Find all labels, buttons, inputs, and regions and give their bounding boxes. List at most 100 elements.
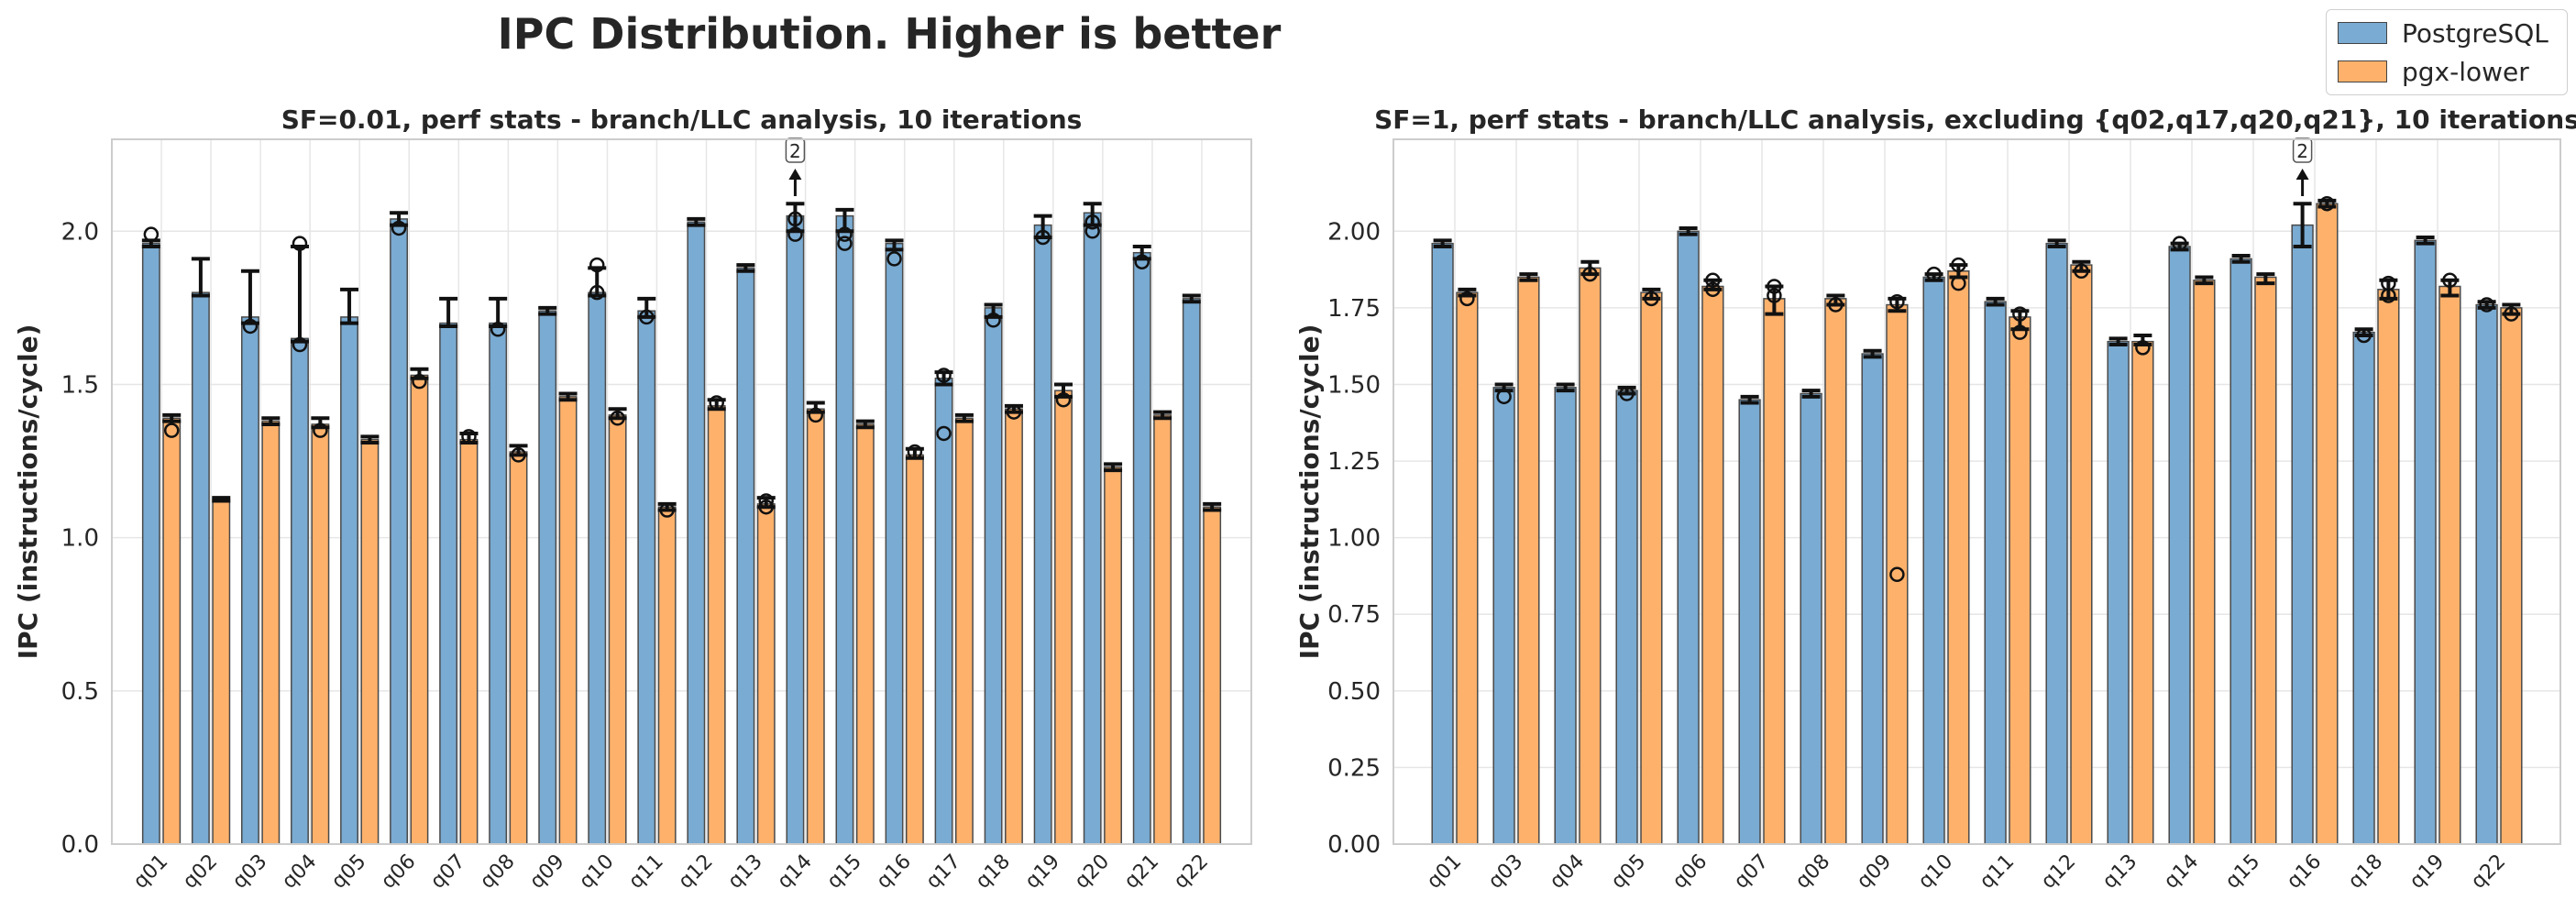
bar-postgresql-q19 <box>2414 239 2437 845</box>
outlier-point <box>163 423 180 438</box>
bar-pgx-lower-q16 <box>2316 203 2339 845</box>
outlier-point <box>589 257 605 273</box>
bar-postgresql-q17 <box>934 378 953 845</box>
bar-pgx-lower-q19 <box>1054 390 1073 845</box>
bar-postgresql-q15 <box>2229 258 2252 845</box>
x-tick-label: q15 <box>823 851 866 894</box>
bar-postgresql-q05 <box>1615 390 1638 845</box>
outlier-point <box>837 236 853 251</box>
bar-pgx-lower-q01 <box>1456 291 1479 845</box>
x-tick-label: q21 <box>1120 851 1163 894</box>
y-tick-label: 2.0 <box>61 218 99 246</box>
bar-postgresql-q09 <box>1861 353 1884 845</box>
outlier-point <box>2442 272 2458 289</box>
bar-pgx-lower-q10 <box>1947 270 1970 845</box>
legend-item-postgresql: PostgreSQL <box>2338 16 2548 50</box>
x-tick-label: q13 <box>2098 851 2141 894</box>
x-tick-label: q14 <box>773 851 816 894</box>
bar-postgresql-q02 <box>191 291 210 845</box>
y-tick-label: 0.25 <box>1327 754 1381 782</box>
outlier-point <box>461 429 477 445</box>
x-tick-label: q06 <box>377 851 420 894</box>
x-tick-label: q10 <box>1914 851 1957 894</box>
outlier-point <box>639 309 655 325</box>
x-tick-label: q09 <box>525 851 568 894</box>
y-tick-label: 1.50 <box>1327 371 1381 399</box>
y-tick-label: 0.75 <box>1327 601 1381 629</box>
y-tick-label: 0.0 <box>61 831 99 859</box>
outlier-point <box>985 313 1001 328</box>
outlier-point <box>886 251 902 267</box>
outlier-point <box>292 236 308 251</box>
bar-postgresql-q12 <box>2045 242 2068 845</box>
chart-sf-0-01: SF=0.01, perf stats - branch/LLC analysi… <box>13 104 1252 894</box>
y-axis-label: IPC (instructions/cycle) <box>1294 324 1325 660</box>
x-tick-label: q16 <box>2283 851 2326 894</box>
outlier-point <box>1134 254 1150 269</box>
outlier-point <box>1951 275 1966 291</box>
outlier-point <box>1705 272 1721 289</box>
outlier-point <box>2012 324 2028 340</box>
bar-postgresql-q14 <box>2168 246 2191 845</box>
bar-pgx-lower-q04 <box>311 423 330 845</box>
chart-title: SF=0.01, perf stats - branch/LLC analysi… <box>281 104 1083 135</box>
outlier-point <box>787 211 803 227</box>
y-tick-label: 2.00 <box>1327 218 1381 246</box>
x-tick-label: q04 <box>278 851 321 894</box>
bar-pgx-lower-q13 <box>756 503 776 845</box>
x-tick-label: q18 <box>2344 851 2387 894</box>
y-tick-label: 0.00 <box>1327 831 1381 859</box>
x-tick-label: q22 <box>2467 851 2510 894</box>
outlier-point <box>1828 297 1844 313</box>
plot-frame <box>111 138 1252 845</box>
off-scale-label: 2 <box>2296 140 2308 162</box>
bar-pgx-lower-q06 <box>1701 285 1724 845</box>
outlier-point <box>511 447 526 463</box>
x-tick-label: q07 <box>426 851 469 894</box>
outlier-point <box>2479 297 2494 313</box>
outlier-point <box>837 226 853 242</box>
bar-pgx-lower-q19 <box>2438 285 2461 845</box>
bar-pgx-lower-q08 <box>1824 298 1847 845</box>
x-tick-label: q06 <box>1668 851 1712 894</box>
outlier-point <box>1035 229 1051 246</box>
chart-sf-1: SF=1, perf stats - branch/LLC analysis, … <box>1294 104 2576 894</box>
bar-pgx-lower-q15 <box>855 423 875 845</box>
outlier-point <box>1006 404 1022 420</box>
outlier-point <box>1889 566 1905 583</box>
outlier-point <box>412 373 427 390</box>
y-tick-label: 1.0 <box>61 525 99 553</box>
bar-postgresql-q14 <box>786 214 805 845</box>
bar-pgx-lower-q05 <box>1640 291 1663 845</box>
bar-pgx-lower-q01 <box>162 417 182 845</box>
outlier-point <box>1889 293 1905 310</box>
bar-postgresql-q10 <box>588 291 607 845</box>
x-tick-label: q12 <box>674 851 717 894</box>
y-tick-label: 0.50 <box>1327 678 1381 706</box>
bar-pgx-lower-q21 <box>1153 414 1172 845</box>
off-scale-label: 2 <box>789 140 801 162</box>
outlier-point <box>2319 195 2335 212</box>
bar-pgx-lower-q05 <box>360 438 380 845</box>
outlier-point <box>1767 288 1782 303</box>
bar-pgx-lower-q07 <box>459 438 479 845</box>
bar-pgx-lower-q10 <box>608 414 627 845</box>
outlier-point <box>143 226 160 242</box>
bar-pgx-lower-q20 <box>1104 466 1122 845</box>
bar-postgresql-q19 <box>1033 224 1052 845</box>
outlier-point <box>907 444 923 460</box>
y-tick-label: 0.5 <box>61 678 99 706</box>
outlier-point <box>2381 275 2396 291</box>
x-tick-label: q05 <box>327 851 370 894</box>
bar-postgresql-q06 <box>390 218 409 845</box>
bar-pgx-lower-q11 <box>2009 316 2031 845</box>
outlier-point <box>2012 306 2028 322</box>
outlier-point <box>936 425 952 442</box>
outlier-point <box>758 499 775 515</box>
bar-pgx-lower-q04 <box>1579 267 1602 845</box>
outlier-point <box>1619 386 1635 401</box>
y-axis-label: IPC (instructions/cycle) <box>13 324 43 660</box>
bar-pgx-lower-q12 <box>2070 264 2093 845</box>
legend: PostgreSQL pgx-lower <box>2326 9 2568 95</box>
outlier-point <box>2356 327 2372 344</box>
